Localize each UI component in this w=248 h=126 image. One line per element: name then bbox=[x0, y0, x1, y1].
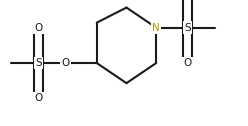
Text: O: O bbox=[34, 23, 43, 33]
Text: O: O bbox=[34, 93, 43, 103]
Text: O: O bbox=[183, 58, 191, 68]
Text: N: N bbox=[152, 23, 160, 33]
Text: O: O bbox=[62, 58, 70, 68]
Text: S: S bbox=[35, 58, 42, 68]
Text: S: S bbox=[184, 23, 190, 33]
